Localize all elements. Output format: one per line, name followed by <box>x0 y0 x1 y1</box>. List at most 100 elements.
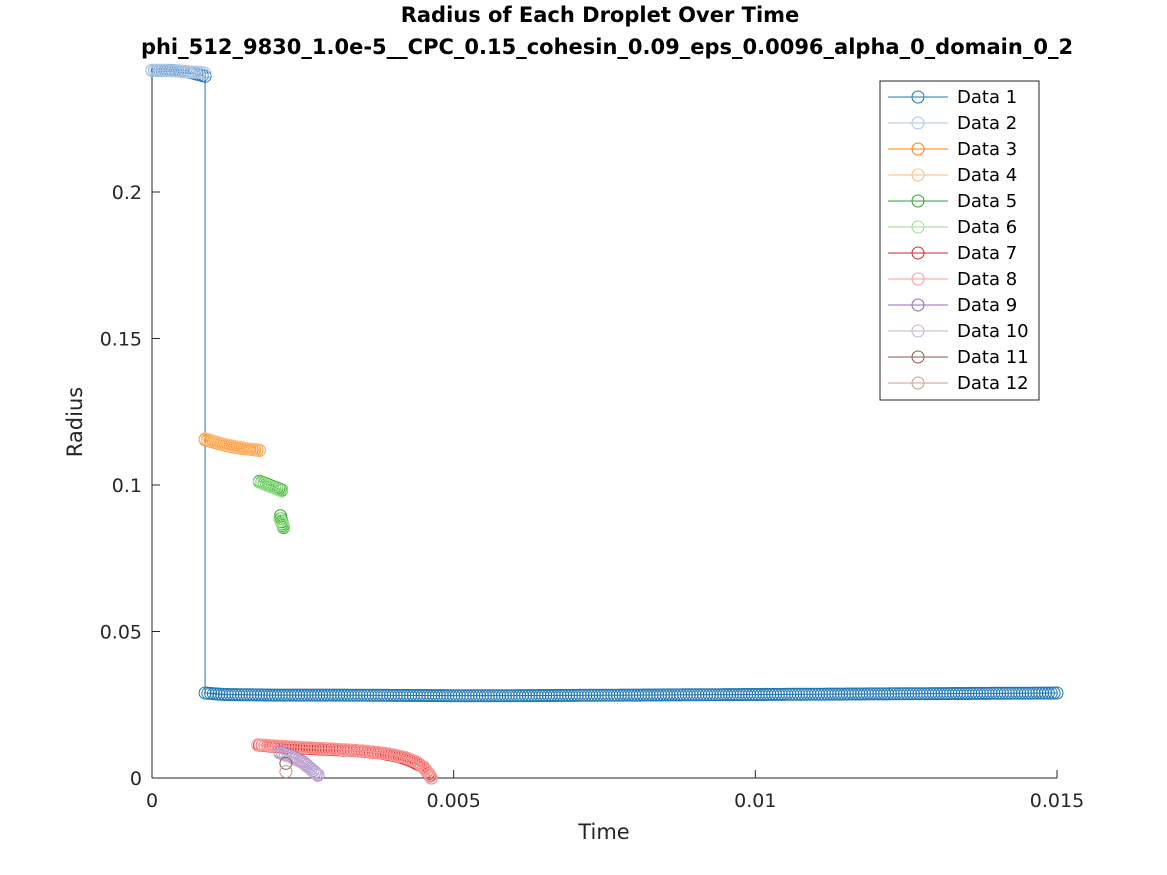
legend-label: Data 4 <box>957 165 1017 186</box>
legend-marker <box>911 324 925 338</box>
data-point <box>277 520 290 534</box>
legend-item: Data 10 <box>888 321 1029 342</box>
data-point <box>310 741 323 755</box>
data-point <box>651 688 665 702</box>
legend-item: Data 12 <box>888 373 1029 394</box>
data-point <box>576 688 590 702</box>
data-point <box>217 688 231 701</box>
data-point <box>1041 686 1055 700</box>
series-10 <box>273 746 325 781</box>
legend-marker <box>911 298 925 312</box>
data-point <box>254 688 268 702</box>
legend-item: Data 3 <box>888 139 1017 160</box>
data-point <box>423 768 436 781</box>
data-point <box>226 688 240 702</box>
legend-label: Data 5 <box>957 191 1017 212</box>
legend-item: Data 4 <box>888 165 1017 186</box>
data-point <box>789 687 803 701</box>
series-layer <box>145 63 1064 785</box>
legend-item: Data 7 <box>888 243 1017 264</box>
data-point <box>1013 686 1027 700</box>
legend-label: Data 1 <box>957 87 1017 108</box>
data-point <box>252 688 265 702</box>
legend-label: Data 3 <box>957 139 1017 160</box>
data-point <box>308 766 322 780</box>
data-point <box>311 768 325 781</box>
data-point <box>309 767 323 781</box>
data-point <box>260 688 274 702</box>
data-point <box>334 743 348 757</box>
x-tick-label: 0 <box>146 790 158 812</box>
data-point <box>938 687 952 701</box>
data-point <box>293 755 307 769</box>
legend-label: Data 6 <box>957 217 1017 238</box>
y-ticks: 0 0.05 0.1 0.15 0.2 <box>100 182 160 790</box>
series-2 <box>145 63 212 80</box>
series-4 <box>198 432 266 457</box>
legend-label: Data 2 <box>957 113 1017 134</box>
data-point <box>415 759 428 773</box>
y-tick-label: 0.2 <box>112 182 142 204</box>
data-point <box>895 687 909 701</box>
x-axis-label: Time <box>577 820 629 844</box>
y-axis-label: Radius <box>63 387 87 457</box>
y-tick-label: 0 <box>130 768 142 790</box>
data-point <box>252 443 266 457</box>
legend-label: Data 12 <box>957 373 1029 394</box>
data-point <box>320 688 334 702</box>
data-point <box>198 66 212 80</box>
data-point <box>220 688 234 701</box>
series-line <box>152 69 1058 697</box>
data-point <box>234 688 248 702</box>
legend-marker <box>911 194 925 208</box>
chart-title: Radius of Each Droplet Over Time <box>401 3 800 27</box>
data-point <box>315 742 329 755</box>
legend: Data 1 Data 2 Data 3 Data 4 Data 5 Data 6 Data… <box>879 80 1040 401</box>
data-point <box>1047 686 1061 700</box>
x-tick-label: 0.005 <box>426 790 480 812</box>
data-point <box>301 741 315 755</box>
legend-label: Data 10 <box>957 321 1029 342</box>
legend-item: Data 8 <box>888 269 1017 290</box>
legend-label: Data 7 <box>957 243 1017 264</box>
legend-item: Data 1 <box>888 87 1017 108</box>
data-point <box>682 688 696 702</box>
data-point <box>420 764 433 778</box>
data-point <box>418 762 432 776</box>
data-point <box>714 688 728 702</box>
x-tick-label: 0.015 <box>1030 790 1084 812</box>
legend-marker <box>911 272 925 286</box>
y-tick-label: 0.05 <box>100 621 142 643</box>
data-point <box>237 688 251 702</box>
data-point <box>424 771 438 785</box>
legend-label: Data 11 <box>957 347 1029 368</box>
legend-marker <box>911 142 925 156</box>
data-point <box>608 688 622 702</box>
chart-subtitle: phi_512_9830_1.0e-5__CPC_0.15_cohesin_0.… <box>141 35 1073 59</box>
legend-marker <box>911 90 925 104</box>
data-point <box>970 686 984 700</box>
data-point <box>1050 686 1064 700</box>
series-11 <box>279 756 293 770</box>
legend-marker <box>911 168 925 182</box>
x-tick-label: 0.01 <box>734 790 776 812</box>
data-point <box>289 688 303 702</box>
y-tick-label: 0.15 <box>100 328 142 350</box>
data-point <box>470 689 484 703</box>
data-point <box>279 756 293 770</box>
legend-label: Data 9 <box>957 295 1017 316</box>
data-point <box>246 688 260 702</box>
x-ticks: 0 0.005 0.01 0.015 <box>146 770 1084 812</box>
legend-box <box>879 80 1040 401</box>
data-point <box>832 687 846 701</box>
data-point <box>353 744 367 758</box>
series-6 <box>252 475 290 534</box>
legend-marker <box>911 220 925 234</box>
data-point <box>863 687 877 701</box>
data-point <box>275 516 289 530</box>
data-point <box>395 688 409 702</box>
data-point <box>427 689 441 703</box>
data-point <box>1044 686 1058 700</box>
data-point <box>533 689 547 702</box>
